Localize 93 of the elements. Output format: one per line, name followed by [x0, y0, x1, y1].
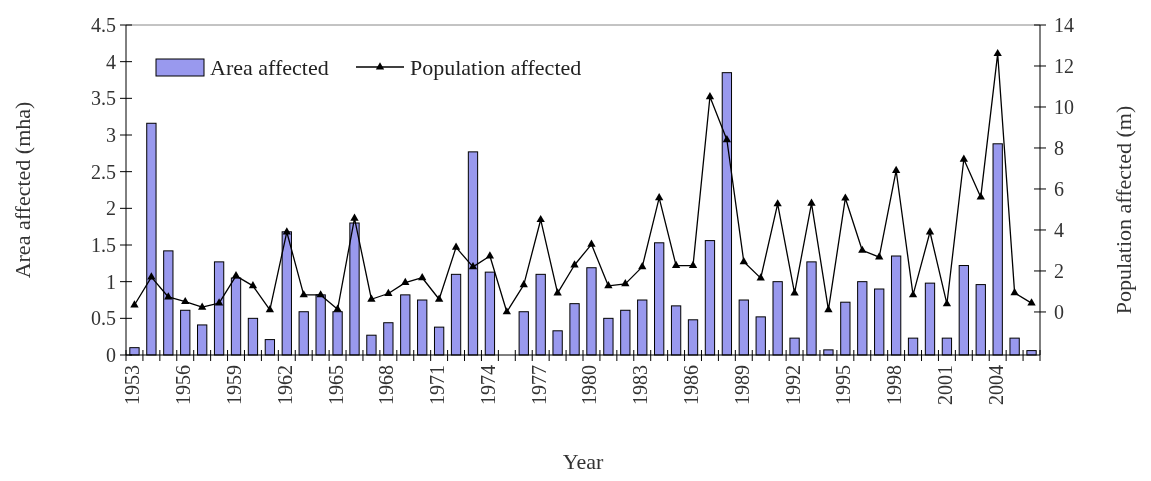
y2-tick-label: 6 — [1054, 177, 1064, 200]
x-tick-label: 1980 — [578, 365, 601, 405]
x-tick-label: 1998 — [883, 365, 906, 405]
point — [130, 300, 139, 308]
y2-tick-label: 12 — [1054, 54, 1074, 77]
x-tick-label: 1977 — [527, 365, 550, 405]
point — [147, 272, 156, 280]
point — [316, 290, 325, 298]
x-tick-label: 1992 — [781, 365, 804, 405]
point — [959, 154, 968, 162]
point — [604, 281, 613, 289]
y-tick-label: 3.5 — [91, 87, 116, 110]
y-tick-label: 3 — [106, 124, 116, 146]
point — [468, 262, 478, 270]
point — [333, 304, 342, 312]
legend-label: Population affected — [410, 54, 582, 80]
point — [418, 272, 427, 281]
point — [841, 193, 850, 201]
y-tick-label: 4 — [106, 50, 116, 73]
x-tick-label: 1968 — [375, 365, 398, 405]
legend-label: Area affected — [210, 54, 329, 80]
x-tick-label: 1959 — [223, 365, 246, 405]
point — [553, 288, 562, 296]
x-tick-label: 1986 — [680, 365, 703, 405]
point — [587, 239, 596, 247]
x-tick-label: 1974 — [476, 365, 499, 405]
point — [214, 298, 224, 306]
y2-tick-label: 0 — [1054, 300, 1064, 323]
point — [655, 192, 664, 201]
point — [908, 290, 918, 298]
point — [807, 198, 816, 206]
point — [976, 192, 985, 200]
point — [671, 260, 681, 269]
y-tick-label: 1.5 — [91, 234, 116, 256]
point — [485, 251, 495, 259]
y2-tick-label: 4 — [1054, 218, 1064, 241]
point — [384, 288, 393, 296]
y2-tick-label: 10 — [1054, 95, 1074, 118]
y2-tick-label: 2 — [1054, 259, 1064, 282]
point — [925, 227, 935, 235]
point — [875, 252, 884, 260]
point — [451, 242, 461, 250]
point — [858, 245, 867, 253]
point — [502, 307, 511, 315]
x-tick-label: 2001 — [933, 365, 956, 405]
y2-tick-label: 14 — [1054, 14, 1074, 36]
x-tick-label: 1956 — [172, 365, 195, 405]
point — [282, 227, 291, 235]
point — [231, 271, 241, 279]
x-tick-label: 1953 — [121, 365, 144, 405]
y-axis-title: Area affected (mha) — [10, 101, 35, 279]
x-tick-label: 1995 — [832, 365, 855, 405]
x-tick-label: 1983 — [629, 365, 652, 405]
x-tick-label: 1962 — [273, 365, 296, 405]
x-axis-title: Year — [562, 449, 604, 474]
point — [1027, 298, 1036, 306]
point — [638, 262, 647, 270]
point — [773, 199, 782, 207]
point — [942, 299, 952, 307]
y-tick-label: 2 — [106, 197, 116, 220]
point — [401, 277, 410, 286]
point — [350, 213, 359, 221]
point — [621, 279, 630, 287]
point — [790, 288, 799, 296]
point — [519, 280, 528, 288]
point — [739, 256, 748, 265]
x-tick-label: 1989 — [730, 365, 753, 405]
point — [756, 273, 765, 281]
y2-axis-title: Population affected (m) — [1111, 105, 1136, 315]
point — [570, 260, 579, 268]
y-tick-label: 2.5 — [91, 160, 116, 183]
point — [824, 305, 833, 313]
x-tick-label: 2004 — [984, 365, 1007, 405]
x-tick-label: 1965 — [324, 365, 347, 405]
point — [181, 296, 190, 305]
point — [434, 294, 444, 302]
point — [993, 48, 1002, 57]
point — [1010, 288, 1019, 296]
y-tick-label: 0 — [106, 344, 116, 366]
point — [265, 305, 275, 313]
point — [367, 294, 376, 302]
y-tick-label: 0.5 — [91, 307, 116, 330]
y-tick-label: 4.5 — [91, 14, 116, 36]
point — [198, 302, 207, 310]
point — [688, 260, 698, 269]
point — [248, 281, 258, 289]
y2-tick-label: 8 — [1054, 136, 1064, 159]
point — [891, 165, 901, 173]
point — [722, 134, 732, 143]
point — [536, 214, 545, 223]
point — [705, 91, 715, 100]
y-tick-label: 1 — [106, 270, 116, 293]
x-tick-label: 1971 — [426, 365, 449, 405]
